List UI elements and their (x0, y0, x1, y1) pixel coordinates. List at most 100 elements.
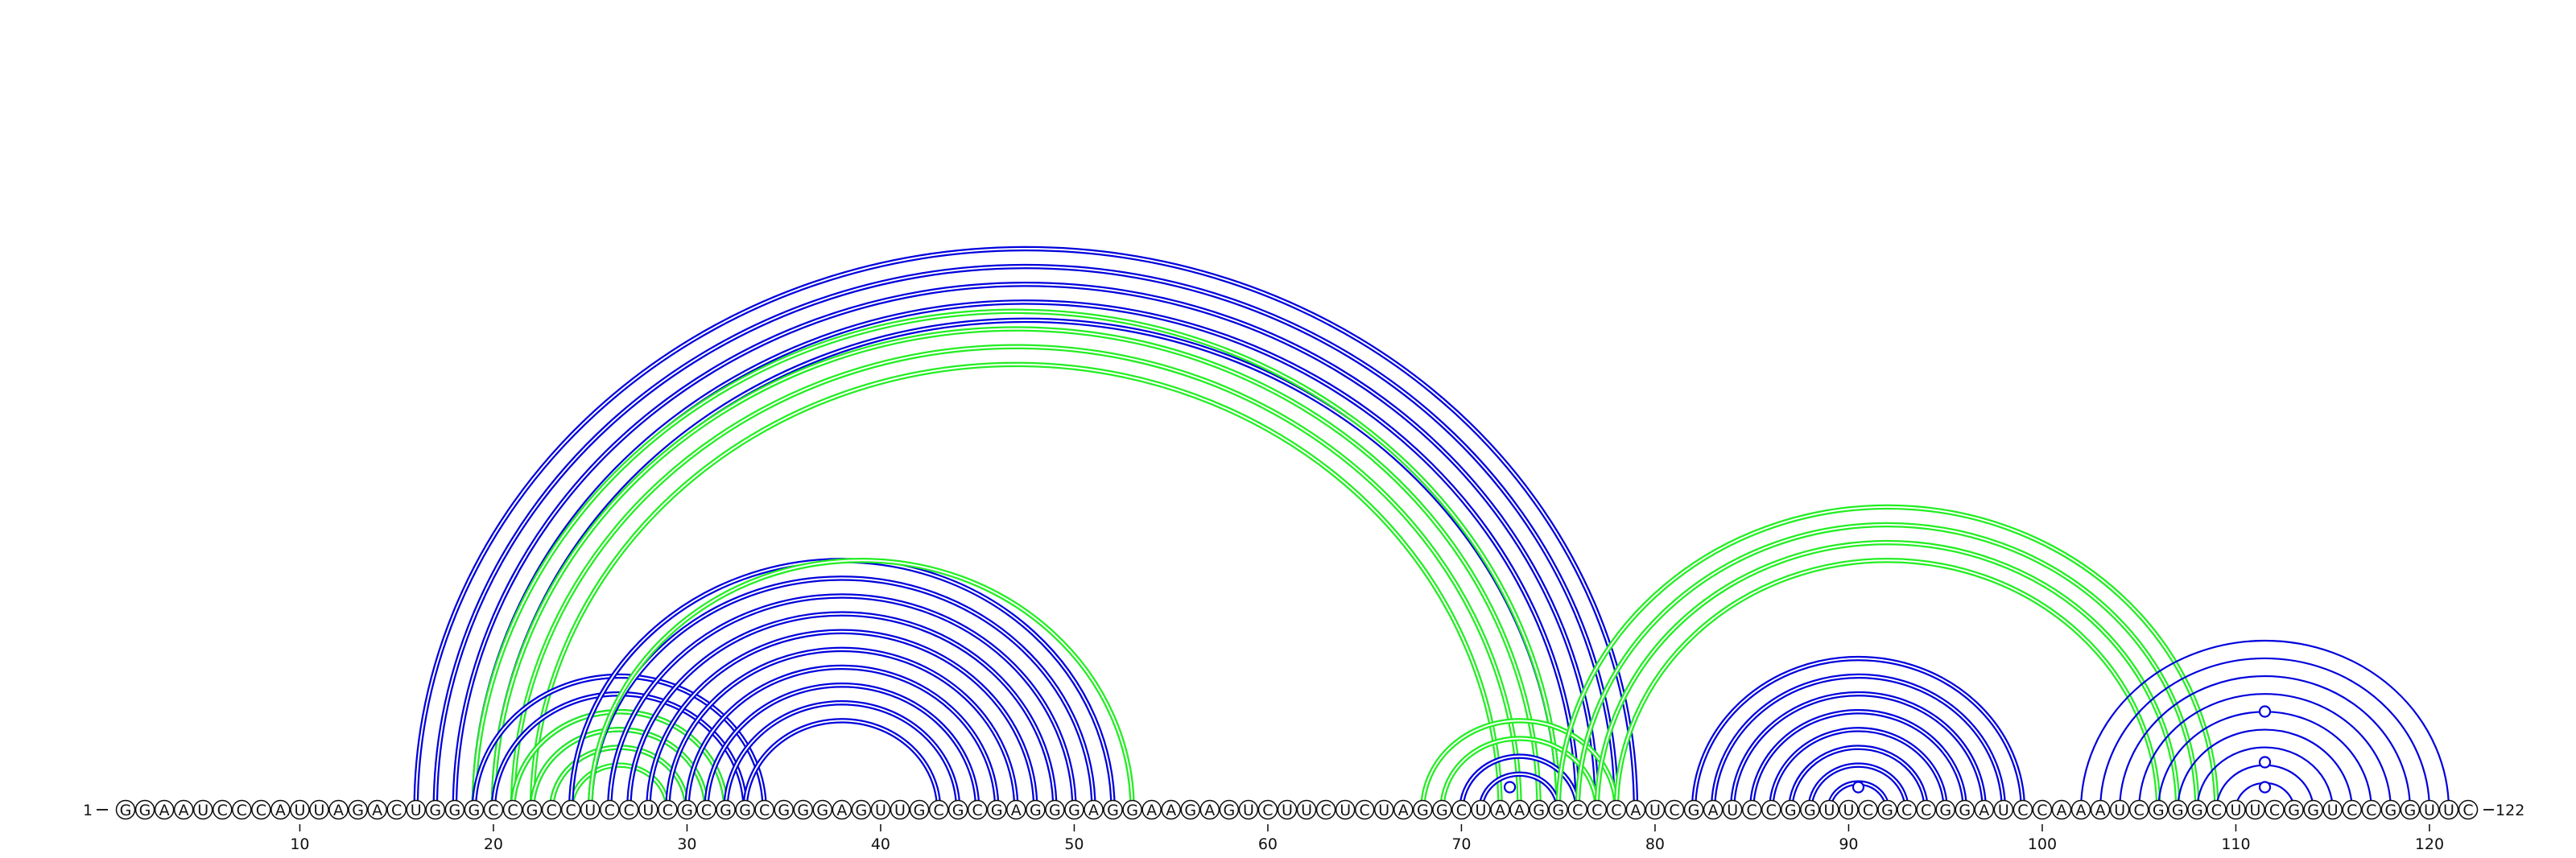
nucleotide: G (522, 799, 543, 820)
nucleotide-circle (232, 799, 252, 820)
nucleotide-circle (658, 799, 678, 820)
nucleotide-circle (1064, 799, 1084, 820)
nucleotide: A (154, 799, 175, 820)
nucleotide-letter: U (197, 802, 208, 819)
nucleotide-letter: C (663, 802, 673, 819)
nucleotide-letter: C (507, 802, 518, 819)
nucleotide: U (1296, 799, 1317, 820)
nucleotide-letter: U (2443, 802, 2454, 819)
nucleotide: C (658, 799, 678, 820)
arc-71-75-inner (1480, 773, 1559, 811)
arc-69-77-inner (1441, 737, 1598, 811)
nucleotide-letter: U (1843, 802, 1854, 819)
arc-84-97-inner (1732, 693, 1985, 811)
nucleotide: C (1916, 799, 1936, 820)
nucleotide: C (1567, 799, 1587, 820)
nucleotide-letter: G (1533, 802, 1545, 819)
tick-label: 50 (1064, 835, 1084, 853)
nucleotide: U (890, 799, 910, 820)
end-index-label: 122 (2496, 802, 2524, 819)
arc-82-99-inner (1693, 657, 2024, 811)
nucleotide-circle (1084, 799, 1104, 820)
nucleotide-letter: G (2288, 802, 2300, 819)
nucleotide: A (1161, 799, 1181, 820)
nucleotide-circle (851, 799, 872, 820)
nucleotide: A (1625, 799, 1646, 820)
nucleotide-circle (309, 799, 329, 820)
nucleotide: C (928, 799, 949, 820)
nucleotide-letter: G (1107, 802, 1119, 819)
nucleotide: C (502, 799, 523, 820)
nucleotide: C (232, 799, 252, 820)
nucleotide: C (2032, 799, 2053, 820)
nucleotide-circle (1335, 799, 1356, 820)
nucleotide-circle (2361, 799, 2382, 820)
arc-19-75-inner (473, 310, 1559, 811)
nucleotide-letter: U (2114, 802, 2125, 819)
nucleotide-circle (2187, 799, 2207, 820)
nucleotide-circle (1819, 799, 1839, 820)
nucleotide-letter: A (2095, 802, 2106, 819)
nucleotide-circle (1315, 799, 1336, 820)
nucleotide-circle (638, 799, 658, 820)
nucleotide: U (638, 799, 658, 820)
nucleotide-circle (1664, 799, 1685, 820)
nucleotide-letter: G (2153, 802, 2165, 819)
nucleotide: A (2090, 799, 2111, 820)
nucleotide-circle (213, 799, 233, 820)
nucleotide-circle (406, 799, 426, 820)
nucleotide-letter: C (1766, 802, 1777, 819)
nucleotide-letter: G (2307, 802, 2319, 819)
nucleotide-circle (774, 799, 794, 820)
nucleotide-letter: U (294, 802, 305, 819)
nucleotide-circle (1587, 799, 1608, 820)
nucleotide-circle (541, 799, 562, 820)
nucleotide: U (2245, 799, 2265, 820)
nucleotide-circle (677, 799, 697, 820)
arc-32-44-inner (724, 702, 960, 811)
nucleotide-letter: C (1360, 802, 1370, 819)
nucleotide-circle (1257, 799, 1278, 820)
nucleotide-letter: G (139, 802, 151, 819)
nucleotide-circle (2070, 799, 2091, 820)
nucleotide: G (2168, 799, 2188, 820)
arc-88-93-inner (1809, 764, 1908, 811)
nucleotide-circle (1219, 799, 1240, 820)
nucleotide-circle (1490, 799, 1510, 820)
nucleotide: C (251, 799, 271, 820)
arc-22-72 (529, 361, 1503, 811)
nucleotide-circle (1761, 799, 1781, 820)
nucleotide-letter: G (429, 802, 441, 819)
nucleotide-circle (1122, 799, 1142, 820)
tick-label: 10 (290, 835, 309, 853)
nucleotide-letter: G (914, 802, 926, 819)
nucleotide-circle (1916, 799, 1936, 820)
nucleotide: G (348, 799, 368, 820)
nucleotide-letter: G (352, 802, 364, 819)
nucleotide-letter: G (2384, 802, 2396, 819)
loop-markers (1503, 705, 2272, 794)
nucleotide: A (367, 799, 387, 820)
nucleotide: G (909, 799, 930, 820)
nucleotide: C (1354, 799, 1375, 820)
nucleotide-circle (1839, 799, 1859, 820)
arc-27-49-inner (628, 613, 1056, 811)
tick-label: 40 (871, 835, 890, 853)
nucleotide-circle (1161, 799, 1181, 820)
nucleotide-circle (1277, 799, 1298, 820)
nucleotide-circle (2245, 799, 2265, 820)
nucleotide-letter: C (2462, 802, 2473, 819)
nucleotide-circle (367, 799, 387, 820)
nucleotide-circle (1045, 799, 1065, 820)
nucleotide-circle (870, 799, 891, 820)
nucleotide-letter: G (1184, 802, 1196, 819)
nucleotide-letter: U (1282, 802, 1293, 819)
arc-78-106-inner (1615, 559, 2160, 811)
nucleotide-circle (502, 799, 523, 820)
nucleotide: C (967, 799, 988, 820)
arc-107-116 (2177, 728, 2353, 811)
nucleotide-circle (947, 799, 968, 820)
start-index-label: 1 (83, 802, 93, 819)
nucleotide-letter: C (256, 802, 266, 819)
nucleotide: A (270, 799, 291, 820)
